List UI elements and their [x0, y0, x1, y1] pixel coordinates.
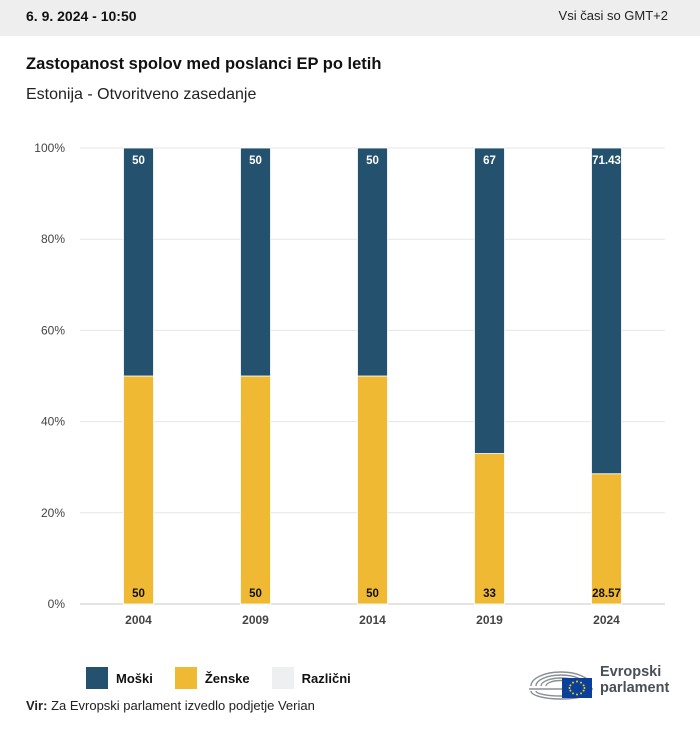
bar-segment-women — [123, 375, 154, 605]
data-label: 50 — [132, 588, 145, 600]
x-tick-label: 2009 — [242, 613, 269, 627]
y-tick-label: 20% — [41, 506, 65, 520]
bar-segment-men — [240, 147, 271, 377]
header-bar: 6. 9. 2024 - 10:50 Vsi časi so GMT+2 — [0, 0, 700, 36]
chart-legend: Moški Ženske Različni — [86, 667, 373, 689]
source-prefix: Vir: — [26, 698, 48, 713]
logo-line1: Evropski — [600, 664, 662, 680]
y-tick-label: 100% — [34, 141, 65, 155]
source-note: Vir: Za Evropski parlament izvedlo podje… — [26, 698, 315, 713]
bar-segment-women — [240, 375, 271, 605]
legend-swatch-men — [86, 667, 108, 689]
stacked-bar-chart: 0% 20% 40% 60% 80% 100% 50 50 2004 50 50 2009 50 50 20… — [34, 141, 665, 627]
legend-item-other[interactable]: Različni — [271, 667, 351, 689]
legend-label-women: Ženske — [204, 670, 250, 686]
bar-segment-men — [591, 147, 622, 475]
data-label: 50 — [132, 155, 145, 167]
bar-segment-men — [123, 147, 154, 377]
data-label: 28.57 — [592, 588, 621, 600]
legend-swatch-other — [271, 667, 294, 689]
legend-label-men: Moški — [116, 670, 153, 686]
bar-segment-men — [474, 147, 505, 454]
y-tick-label: 80% — [41, 232, 65, 246]
parliament-hemicycle-icon — [529, 671, 593, 700]
y-tick-label: 60% — [41, 323, 65, 337]
european-parliament-logo: Evropski parlament — [528, 660, 669, 700]
data-label: 67 — [483, 155, 496, 167]
bar-segment-women — [591, 473, 622, 605]
data-label: 50 — [366, 588, 379, 600]
legend-swatch-women — [174, 667, 197, 689]
x-tick-label: 2024 — [593, 613, 620, 627]
x-tick-label: 2014 — [359, 613, 386, 627]
logo-wordmark: Evropski parlament — [600, 664, 669, 696]
y-tick-label: 40% — [41, 415, 65, 429]
data-label: 50 — [249, 588, 262, 600]
source-text: Za Evropski parlament izvedlo podjetje V… — [51, 698, 315, 713]
publication-date: 6. 9. 2024 - 10:50 — [26, 8, 137, 24]
bar-segment-women — [357, 375, 388, 605]
bar-segment-women — [474, 453, 505, 605]
data-label: 50 — [366, 155, 379, 167]
legend-label-other: Različni — [301, 670, 351, 686]
data-label: 71.43 — [592, 155, 621, 167]
logo-line2: parlament — [600, 680, 670, 696]
chart-title: Zastopanost spolov med poslanci EP po le… — [26, 55, 382, 73]
y-tick-label: 0% — [48, 597, 66, 611]
x-tick-label: 2004 — [125, 613, 152, 627]
data-label: 33 — [483, 588, 496, 600]
chart-subtitle: Estonija - Otvoritveno zasedanje — [26, 86, 257, 103]
legend-item-men[interactable]: Moški — [86, 667, 153, 689]
data-label: 50 — [249, 155, 262, 167]
legend-item-women[interactable]: Ženske — [174, 667, 250, 689]
bar-segment-men — [357, 147, 388, 377]
timezone-note: Vsi časi so GMT+2 — [558, 8, 668, 23]
x-tick-label: 2019 — [476, 613, 503, 627]
